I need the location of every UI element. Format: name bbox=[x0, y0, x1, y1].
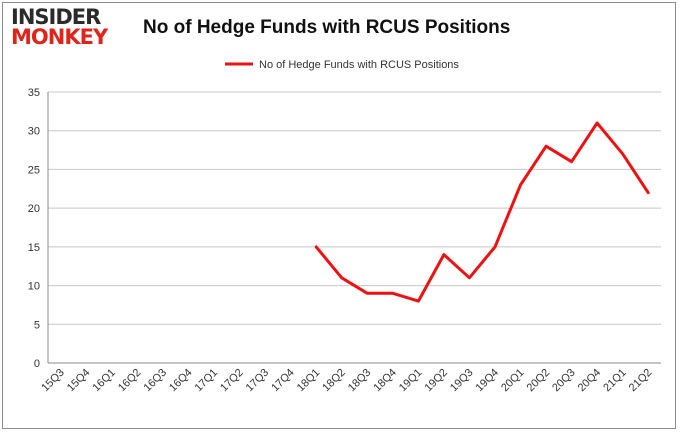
y-tick-label: 30 bbox=[28, 126, 40, 138]
x-tick-label: 20Q2 bbox=[525, 367, 553, 395]
x-tick-label: 21Q1 bbox=[601, 367, 629, 395]
x-tick-label: 16Q2 bbox=[116, 367, 144, 395]
x-tick-label: 17Q2 bbox=[218, 367, 246, 395]
y-tick-label: 20 bbox=[28, 203, 40, 215]
series-lines bbox=[314, 121, 650, 303]
x-tick-label: 20Q4 bbox=[576, 367, 604, 395]
x-tick-labels: 15Q315Q416Q116Q216Q316Q417Q117Q217Q317Q4… bbox=[39, 367, 654, 395]
grid-lines bbox=[48, 91, 661, 364]
axes bbox=[47, 92, 661, 364]
x-tick-label: 18Q2 bbox=[320, 367, 348, 395]
legend-label: No of Hedge Funds with RCUS Positions bbox=[259, 59, 459, 71]
x-tick-label: 18Q1 bbox=[295, 367, 323, 395]
x-tick-label: 21Q2 bbox=[627, 367, 655, 395]
x-tick-label: 18Q4 bbox=[371, 367, 399, 395]
x-tick-label: 19Q3 bbox=[448, 367, 476, 395]
y-tick-label: 0 bbox=[34, 358, 40, 370]
series-line bbox=[314, 121, 650, 303]
insider-monkey-logo: INSIDER MONKEY bbox=[11, 7, 131, 48]
x-tick-label: 16Q3 bbox=[142, 367, 170, 395]
y-tick-label: 15 bbox=[28, 242, 40, 254]
x-tick-label: 19Q4 bbox=[474, 367, 502, 395]
x-tick-label: 16Q1 bbox=[90, 367, 118, 395]
x-tick-label: 17Q3 bbox=[244, 367, 272, 395]
x-tick-label: 15Q4 bbox=[65, 367, 93, 395]
x-tick-label: 20Q1 bbox=[499, 367, 527, 395]
logo-line-1: INSIDER bbox=[11, 5, 101, 29]
x-tick-label: 19Q1 bbox=[397, 367, 425, 395]
chart-title: No of Hedge Funds with RCUS Positions bbox=[143, 17, 511, 38]
logo-line-2: MONKEY bbox=[11, 25, 108, 49]
x-tick-label: 17Q1 bbox=[193, 367, 221, 395]
x-tick-label: 18Q3 bbox=[346, 367, 374, 395]
y-tick-label: 5 bbox=[34, 319, 40, 331]
y-tick-label: 25 bbox=[28, 164, 40, 176]
y-tick-label: 35 bbox=[28, 87, 40, 99]
x-tick-label: 17Q4 bbox=[269, 367, 297, 395]
y-tick-label: 10 bbox=[28, 281, 40, 293]
legend: No of Hedge Funds with RCUS Positions bbox=[225, 59, 459, 71]
x-tick-label: 19Q2 bbox=[422, 367, 450, 395]
x-tick-label: 20Q3 bbox=[550, 367, 578, 395]
y-tick-labels: 0 5 10 15 20 25 30 35 bbox=[28, 87, 40, 370]
chart-frame: INSIDER MONKEY No of Hedge Funds with RC… bbox=[2, 2, 676, 429]
x-tick-label: 16Q4 bbox=[167, 367, 195, 395]
x-tick-label: 15Q3 bbox=[39, 367, 67, 395]
